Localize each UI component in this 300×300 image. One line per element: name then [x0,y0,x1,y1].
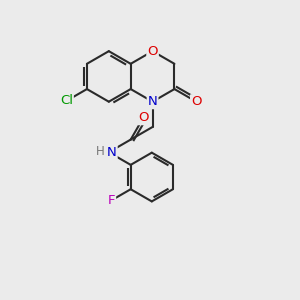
Text: H: H [96,145,105,158]
Text: O: O [138,111,148,124]
Text: F: F [108,194,115,207]
Text: N: N [107,146,117,159]
Text: O: O [191,95,202,108]
Text: O: O [147,45,158,58]
Text: Cl: Cl [60,94,73,107]
Text: N: N [148,95,158,108]
